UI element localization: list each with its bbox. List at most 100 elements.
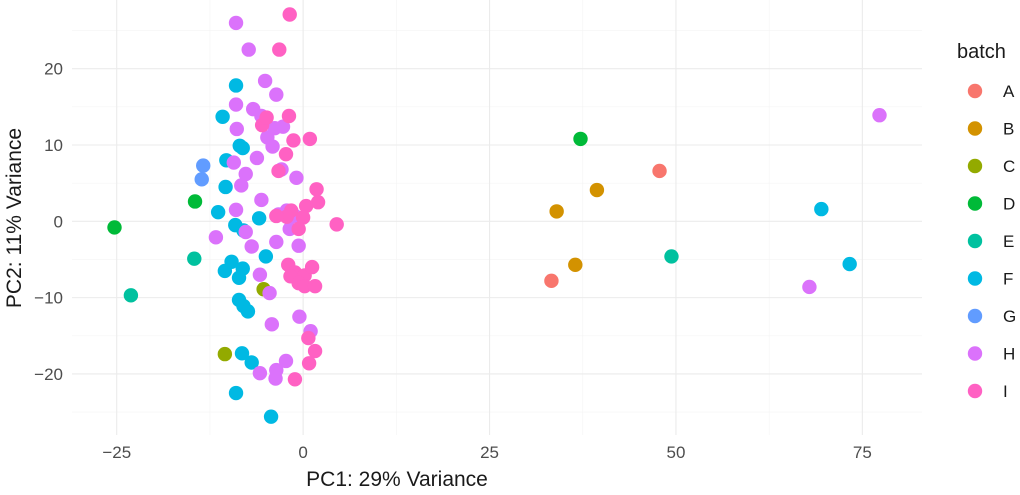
data-point-i (329, 217, 344, 232)
legend-key-h (967, 346, 983, 361)
data-point-h (872, 108, 887, 123)
data-point-i (304, 259, 320, 275)
x-tick-label: 50 (666, 443, 685, 462)
data-point-i (291, 221, 306, 237)
data-point-e (664, 249, 679, 264)
legend-key-f (967, 271, 983, 286)
y-tick-label: 10 (44, 136, 63, 155)
data-point-i (307, 278, 323, 294)
data-point-h (269, 234, 284, 250)
data-point-h (252, 267, 268, 282)
data-point-i (307, 343, 323, 359)
data-point-d (187, 194, 203, 209)
data-point-b (549, 204, 564, 219)
data-point-h (249, 150, 265, 166)
legend-key-d (967, 196, 983, 211)
data-point-b (589, 182, 605, 198)
data-point-h (226, 155, 241, 170)
data-point-i (271, 163, 286, 179)
legend-label-f: F (1003, 270, 1013, 289)
data-point-h (228, 97, 244, 112)
data-point-i (278, 146, 294, 162)
data-point-h (208, 230, 224, 245)
data-point-h (228, 15, 244, 31)
data-point-i (287, 372, 303, 387)
legend-key-e (967, 233, 983, 249)
data-point-h (238, 166, 253, 182)
legend-label-h: H (1003, 345, 1015, 364)
y-tick-label: 20 (44, 60, 63, 79)
data-point-f (228, 385, 244, 401)
data-point-h (802, 279, 817, 295)
data-point-f (228, 78, 244, 93)
legend-label-e: E (1003, 232, 1014, 251)
data-point-i (301, 330, 316, 346)
data-point-i (301, 356, 317, 371)
data-point-f (218, 179, 233, 195)
y-tick-label: 0 (54, 212, 63, 231)
legend-label-g: G (1003, 307, 1016, 326)
data-point-f (234, 346, 250, 361)
y-tick-label: −20 (34, 365, 63, 384)
data-point-i (298, 198, 314, 214)
data-point-i (286, 133, 301, 148)
x-axis-title: PC1: 29% Variance (306, 468, 488, 491)
data-point-h (264, 317, 280, 332)
data-point-a (652, 163, 667, 179)
data-point-g (196, 158, 211, 173)
data-point-a (544, 273, 559, 289)
data-points (107, 7, 887, 424)
data-point-f (240, 304, 256, 319)
y-axis-title: PC2: 11% Variance (3, 128, 26, 308)
data-point-f (244, 355, 259, 370)
data-point-f (842, 256, 857, 272)
x-axis-ticks: −25 0 25 50 75 (102, 443, 871, 462)
legend-label-c: C (1003, 157, 1015, 176)
data-point-h (229, 121, 244, 137)
data-point-h (257, 73, 273, 89)
data-point-h (241, 42, 256, 57)
legend-key-i (967, 383, 983, 399)
data-point-d (107, 220, 122, 235)
data-point-h (289, 170, 304, 186)
legend-label-i: I (1003, 382, 1008, 401)
data-point-d (573, 131, 588, 147)
data-point-e (123, 288, 139, 303)
data-point-i (269, 208, 284, 224)
x-tick-label: 75 (853, 443, 872, 462)
x-tick-label: 0 (298, 443, 307, 462)
legend-title: batch (957, 41, 1006, 63)
legend-key-b (967, 121, 983, 136)
data-point-i (309, 182, 324, 197)
legend-key-a (967, 83, 983, 99)
data-point-h (265, 139, 280, 154)
data-point-h (291, 238, 306, 253)
data-point-f (814, 201, 829, 217)
data-point-g (194, 172, 209, 187)
data-point-f (258, 249, 274, 264)
data-point-i (302, 131, 318, 147)
data-point-i (281, 108, 297, 124)
data-point-h (254, 192, 269, 208)
data-point-i (282, 7, 297, 22)
legend-key-c (967, 158, 983, 174)
data-point-f (263, 409, 279, 424)
legend-label-d: D (1003, 195, 1015, 214)
data-point-f (224, 254, 239, 269)
data-point-i (310, 195, 326, 210)
data-point-h (268, 371, 283, 386)
data-point-h (252, 365, 268, 381)
data-point-i (295, 210, 311, 225)
data-point-i (272, 42, 287, 57)
grid-lines (72, 0, 922, 435)
data-point-h (244, 239, 259, 254)
data-point-i (297, 278, 312, 294)
legend-label-a: A (1003, 82, 1015, 101)
data-point-e (187, 251, 202, 266)
y-axis-ticks: −20 −10 0 10 20 (34, 60, 63, 384)
data-point-f (231, 270, 247, 285)
legend-label-b: B (1003, 120, 1014, 139)
data-point-f (215, 109, 230, 124)
